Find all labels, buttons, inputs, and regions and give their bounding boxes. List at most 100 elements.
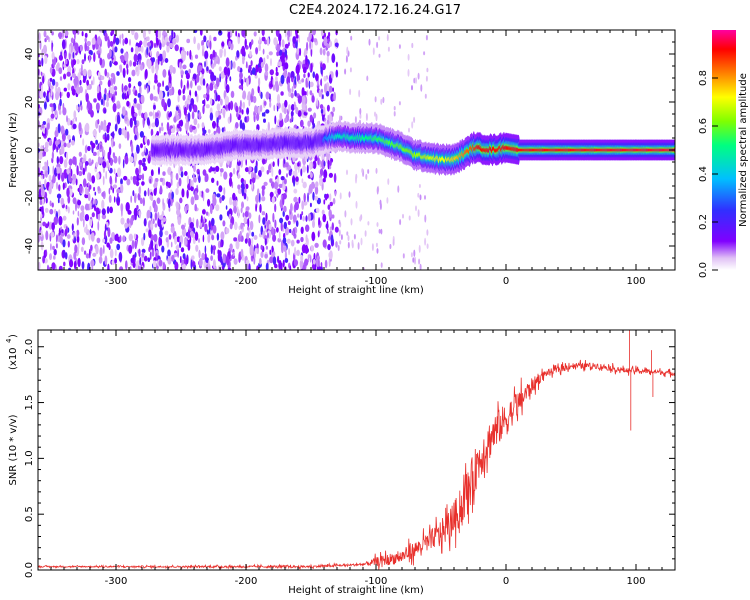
noise-blob: [228, 40, 232, 48]
noise-blob: [41, 48, 44, 59]
noise-blob: [248, 237, 252, 247]
noise-blob: [295, 64, 300, 75]
noise-blob: [110, 132, 115, 137]
noise-blob: [85, 161, 89, 166]
noise-blob: [66, 234, 71, 240]
noise-blob: [347, 241, 350, 249]
noise-blob: [44, 179, 47, 188]
noise-blob: [278, 231, 281, 240]
noise-blob: [38, 261, 41, 270]
noise-blob: [138, 265, 140, 270]
noise-blob: [104, 88, 107, 95]
noise-blob: [165, 237, 169, 243]
noise-blob: [312, 220, 315, 228]
noise-blob: [69, 259, 74, 268]
noise-blob: [150, 128, 154, 137]
noise-blob: [146, 42, 152, 47]
noise-blob: [276, 227, 279, 233]
noise-blob: [332, 197, 336, 205]
noise-blob: [50, 113, 55, 119]
noise-blob: [321, 63, 326, 71]
noise-blob: [140, 64, 143, 71]
noise-blob: [302, 264, 306, 270]
noise-blob: [42, 124, 45, 129]
noise-blob: [39, 40, 42, 50]
noise-blob: [142, 118, 145, 128]
noise-blob: [251, 231, 255, 237]
noise-blob: [197, 85, 202, 91]
noise-blob: [67, 83, 71, 91]
noise-blob: [121, 92, 125, 100]
noise-blob: [91, 142, 96, 149]
noise-blob: [263, 181, 268, 186]
noise-blob: [282, 195, 285, 206]
noise-blob: [307, 213, 312, 222]
noise-blob: [307, 107, 312, 112]
noise-blob: [413, 77, 416, 84]
noise-blob: [162, 80, 165, 87]
noise-blob: [380, 262, 383, 268]
noise-blob: [241, 45, 246, 55]
noise-blob: [260, 251, 264, 258]
noise-blob: [72, 210, 75, 215]
noise-blob: [141, 181, 145, 186]
noise-blob: [122, 38, 125, 46]
noise-blob: [260, 61, 264, 68]
noise-blob: [261, 188, 265, 197]
noise-blob: [71, 140, 75, 146]
noise-blob: [120, 54, 125, 64]
noise-blob: [70, 168, 73, 177]
noise-blob: [62, 102, 65, 112]
noise-blob: [424, 237, 427, 246]
noise-blob: [91, 175, 96, 184]
noise-blob: [303, 73, 306, 79]
noise-blob: [316, 97, 318, 107]
noise-blob: [228, 176, 233, 187]
noise-blob: [162, 69, 167, 78]
noise-blob: [410, 252, 413, 258]
noise-blob: [239, 119, 243, 130]
noise-blob: [251, 39, 254, 45]
noise-blob: [88, 158, 92, 164]
noise-blob: [72, 59, 77, 65]
noise-blob: [78, 122, 82, 132]
noise-blob: [272, 84, 276, 91]
noise-blob: [399, 219, 402, 226]
noise-blob: [131, 105, 135, 116]
noise-blob: [58, 209, 61, 217]
noise-blob: [253, 31, 257, 37]
noise-blob: [112, 184, 118, 189]
noise-blob: [220, 71, 225, 79]
noise-blob: [249, 220, 254, 231]
noise-blob: [75, 178, 78, 186]
noise-blob: [78, 170, 83, 177]
noise-blob: [246, 107, 250, 115]
noise-blob: [170, 226, 175, 234]
noise-blob: [146, 46, 149, 56]
noise-blob: [119, 34, 122, 45]
noise-blob: [241, 185, 246, 195]
noise-blob: [149, 93, 154, 101]
noise-blob: [408, 127, 410, 133]
noise-blob: [65, 128, 69, 136]
noise-blob: [107, 263, 110, 270]
noise-blob: [167, 98, 171, 108]
noise-blob: [251, 88, 255, 97]
noise-blob: [145, 36, 148, 42]
noise-blob: [108, 153, 111, 164]
noise-blob: [49, 67, 53, 74]
noise-blob: [282, 237, 287, 244]
noise-blob: [190, 185, 194, 192]
noise-blob: [202, 169, 207, 176]
noise-blob: [40, 229, 43, 237]
noise-blob: [261, 185, 266, 191]
noise-blob: [43, 91, 46, 98]
noise-blob: [398, 101, 401, 106]
noise-blob: [68, 173, 72, 182]
noise-blob: [87, 182, 90, 187]
noise-blob: [55, 234, 58, 243]
noise-blob: [298, 79, 302, 85]
noise-blob: [333, 91, 336, 102]
noise-blob: [294, 201, 299, 211]
